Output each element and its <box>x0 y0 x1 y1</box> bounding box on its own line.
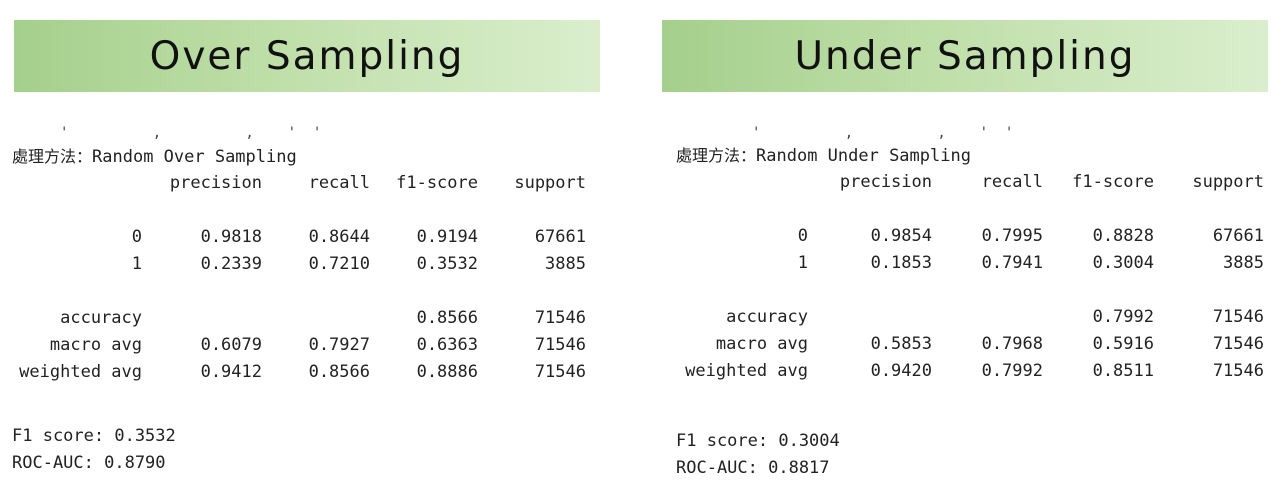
roc-auc-line: ROC-AUC: 0.8790 <box>12 453 166 473</box>
header-support: support <box>1192 172 1264 192</box>
table-row: accuracy 0.7992 71546 <box>726 307 1264 327</box>
classification-report: 處理方法：Random Over Sampling precision reca… <box>12 143 586 477</box>
panel-title: Over Sampling <box>14 20 600 92</box>
header-recall: recall <box>981 172 1043 192</box>
f1-score-line: F1 score: 0.3532 <box>12 426 176 446</box>
table-row: accuracy 0.8566 71546 <box>60 308 586 328</box>
method-label: 處理方法： <box>12 147 93 166</box>
cropped-text-fragment: ' , , ' ' <box>752 125 1014 141</box>
method-label: 處理方法： <box>676 146 757 165</box>
score-summary: F1 score: 0.3532 ROC-AUC: 0.8790 <box>12 423 586 477</box>
panel-title: Under Sampling <box>662 20 1268 92</box>
header-f1: f1-score <box>396 173 478 193</box>
table-row: macro avg 0.6079 0.7927 0.6363 71546 <box>49 335 586 355</box>
table-row: weighted avg 0.9420 0.7992 0.8511 71546 <box>685 361 1264 381</box>
classification-report: 處理方法：Random Under Sampling precision rec… <box>676 142 1264 482</box>
header-recall: recall <box>308 173 370 193</box>
header-support: support <box>514 173 586 193</box>
method-value: Random Under Sampling <box>756 146 971 166</box>
table-row: 1 0.1853 0.7941 0.3004 3885 <box>797 253 1264 273</box>
cropped-text-fragment: ' , , ' ' <box>60 125 322 141</box>
header-precision: precision <box>169 173 262 193</box>
score-summary: F1 score: 0.3004 ROC-AUC: 0.8817 <box>676 428 1264 482</box>
table-row: 0 0.9818 0.8644 0.9194 67661 <box>131 227 586 247</box>
f1-score-line: F1 score: 0.3004 <box>676 431 840 451</box>
header-precision: precision <box>839 172 932 192</box>
header-row: precision recall f1-score support <box>676 169 1264 196</box>
method-line: 處理方法：Random Under Sampling <box>676 142 1264 169</box>
table-row: 0 0.9854 0.7995 0.8828 67661 <box>797 226 1264 246</box>
table-row: 1 0.2339 0.7210 0.3532 3885 <box>131 254 586 274</box>
roc-auc-line: ROC-AUC: 0.8817 <box>676 458 830 478</box>
method-value: Random Over Sampling <box>92 147 297 167</box>
header-row: precision recall f1-score support <box>12 170 586 197</box>
table-row: macro avg 0.5853 0.7968 0.5916 71546 <box>715 334 1264 354</box>
table-row: weighted avg 0.9412 0.8566 0.8886 71546 <box>19 362 586 382</box>
method-line: 處理方法：Random Over Sampling <box>12 143 586 170</box>
header-f1: f1-score <box>1072 172 1154 192</box>
